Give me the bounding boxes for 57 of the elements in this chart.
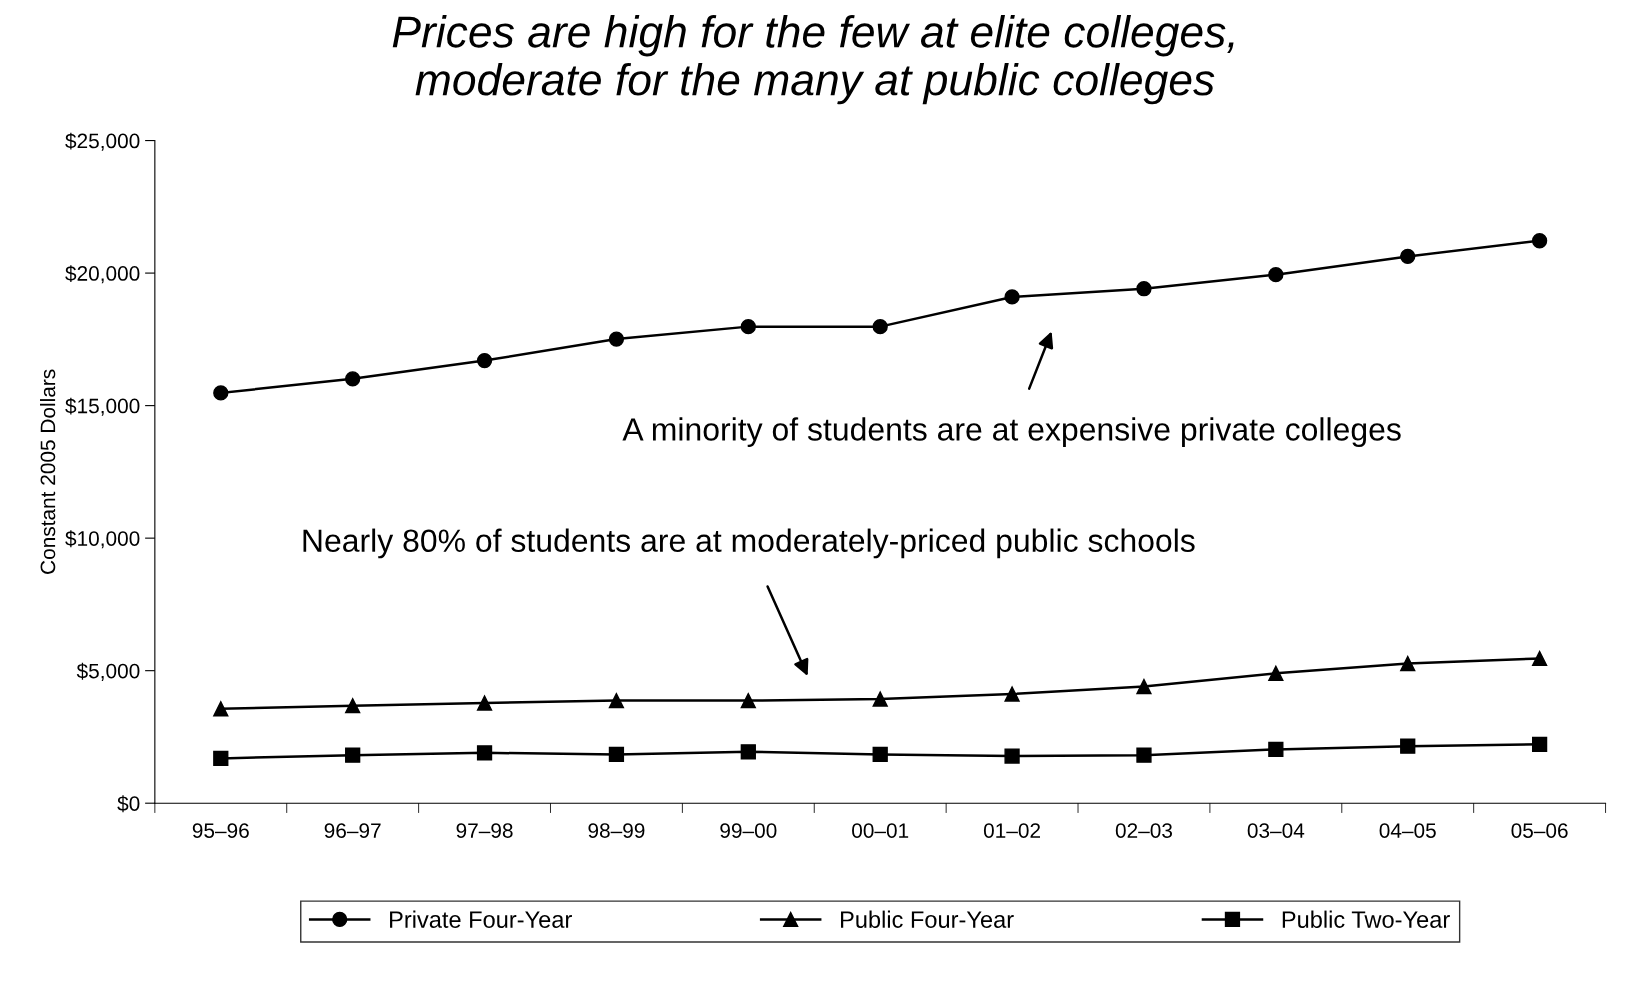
legend-label: Public Two-Year bbox=[1282, 910, 1450, 928]
point bbox=[345, 747, 361, 763]
x-tick-label: 98–99 bbox=[588, 823, 645, 838]
point bbox=[740, 318, 756, 335]
x-tick-label: 04–05 bbox=[1379, 823, 1436, 838]
point bbox=[1136, 747, 1152, 763]
point bbox=[872, 691, 888, 707]
point bbox=[608, 692, 625, 709]
point bbox=[1136, 281, 1152, 297]
x-tick-label: 99–00 bbox=[720, 823, 777, 838]
y-axis-title: Constant 2005 Dollars bbox=[39, 369, 56, 574]
point bbox=[1268, 665, 1284, 681]
point bbox=[872, 318, 888, 335]
point bbox=[740, 744, 756, 760]
point bbox=[345, 698, 361, 714]
point bbox=[476, 695, 493, 711]
legend-label: Public Four-Year bbox=[841, 910, 1014, 928]
y-tick-label: $10,000 bbox=[65, 530, 140, 549]
point bbox=[608, 331, 625, 347]
point bbox=[872, 746, 888, 763]
point bbox=[1400, 248, 1416, 265]
x-tick-label: 03–04 bbox=[1247, 823, 1305, 838]
point bbox=[345, 371, 361, 387]
y-tick-label: $0 bbox=[117, 795, 140, 813]
y-tick-label: $20,000 bbox=[65, 265, 140, 284]
x-tick-label: 97–98 bbox=[456, 823, 513, 838]
x-tick-label: 96–97 bbox=[324, 823, 381, 838]
x-tick-label: 05–06 bbox=[1511, 823, 1568, 838]
point bbox=[1531, 650, 1548, 667]
point bbox=[1400, 738, 1416, 754]
point bbox=[1400, 655, 1416, 672]
point bbox=[1531, 233, 1548, 249]
point bbox=[608, 746, 625, 763]
y-tick-label: $25,000 bbox=[65, 132, 140, 151]
point bbox=[1004, 748, 1020, 764]
point bbox=[1004, 686, 1020, 702]
point bbox=[1268, 267, 1284, 283]
annotation: A minority of students are at expensive private colleges bbox=[622, 417, 1401, 448]
x-tick-label: 00–01 bbox=[852, 823, 909, 838]
chart-title: Prices are high for the few at elite colleges, moderate for the many at public colleges bbox=[392, 15, 1234, 105]
y-tick-label: $5,000 bbox=[76, 662, 140, 681]
point bbox=[1004, 289, 1020, 305]
point bbox=[476, 352, 493, 369]
legend-label: Private Four-Year bbox=[390, 910, 572, 928]
point bbox=[1531, 736, 1548, 752]
y-tick-label: $15,000 bbox=[65, 397, 140, 416]
point bbox=[213, 385, 229, 401]
x-tick-label: 02–03 bbox=[1115, 823, 1173, 838]
x-tick-label: 01–02 bbox=[983, 823, 1041, 838]
point bbox=[1268, 741, 1284, 758]
point bbox=[213, 701, 229, 717]
point bbox=[213, 750, 229, 767]
point bbox=[476, 745, 493, 761]
point bbox=[1136, 678, 1152, 695]
annotation: Nearly 80% of students are at moderately-priced public schools bbox=[303, 528, 1195, 559]
x-tick-label: 95–96 bbox=[192, 823, 249, 838]
point bbox=[740, 692, 756, 709]
